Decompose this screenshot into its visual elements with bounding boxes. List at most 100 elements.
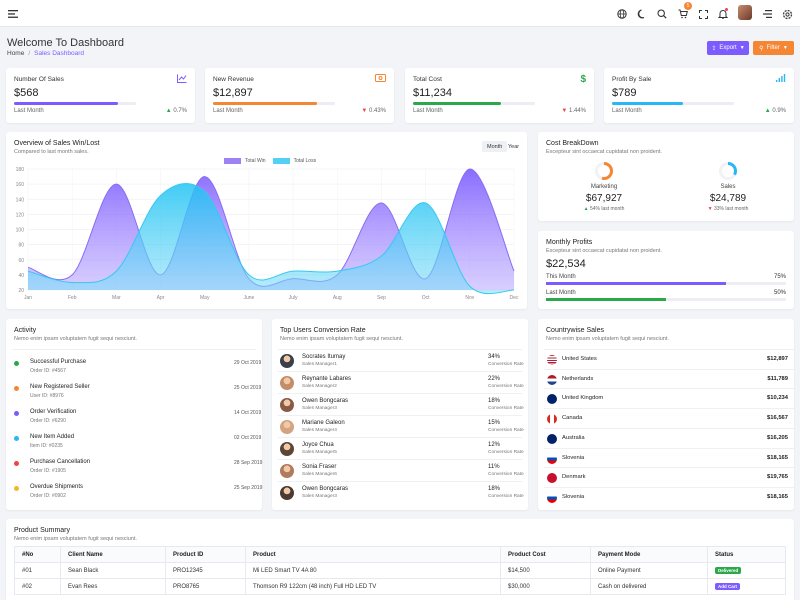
top-bar: 5 — [0, 0, 800, 27]
filter-button[interactable]: ⚲ Filter ▼ — [753, 41, 794, 55]
col-cost: Product Cost — [500, 546, 591, 563]
activity-card: Activity Nemo enim ipsam voluptatem fugi… — [6, 319, 262, 510]
globe-icon[interactable] — [615, 7, 629, 21]
user-name: Mariane Galeon — [302, 420, 345, 426]
cost-value: $24,789 — [709, 193, 747, 204]
stat-sub: Last Month — [213, 108, 243, 114]
col-pid: Product ID — [165, 546, 246, 563]
list-item[interactable]: New Item Added Item ID: #0235 02 Oct 2019 — [14, 434, 261, 452]
list-item[interactable]: Denmark $19,765 — [544, 467, 794, 487]
moon-icon[interactable] — [635, 7, 649, 21]
country-name: Australia — [562, 434, 585, 441]
legend-swatch-loss — [272, 158, 290, 164]
stat-progress — [612, 102, 734, 105]
monthly-subtitle: Excepteur sint occaecat cupidatat non pr… — [546, 248, 662, 254]
menu-icon[interactable] — [6, 7, 20, 21]
stat-card-revenue: New Revenue $12,897 Last Month ▼ 0.43% — [205, 68, 394, 123]
cell-client: Sean Black — [60, 562, 166, 579]
activity-title: Successful Purchase — [30, 359, 87, 365]
dollar-icon: $ — [580, 74, 586, 85]
list-item[interactable]: Netherlands $11,789 — [544, 368, 794, 389]
caret-down-icon: ▼ — [782, 45, 788, 51]
activity-date: 28 Sep 2019 — [234, 460, 263, 466]
list-item[interactable]: Canada $16,567 — [544, 408, 794, 428]
list-item[interactable]: Successful Purchase Order ID: #4567 29 Oct… — [14, 359, 261, 377]
ca-flag — [547, 414, 557, 425]
status-badge[interactable]: Delivered — [715, 567, 742, 574]
cell-status: Add Cart — [707, 578, 786, 595]
table-row[interactable]: Owen Bongcaras Sales Manager3 18% Conversio… — [278, 481, 524, 503]
user-role: Sales Manager2 — [302, 384, 337, 389]
fullscreen-icon[interactable] — [696, 7, 710, 21]
table-row[interactable]: Mariane Galeon Sales Manager4 15% Conversio… — [278, 415, 524, 437]
list-item[interactable]: United Kingdom $10,234 — [544, 388, 794, 408]
cost-label: Marketing — [590, 184, 618, 190]
y-tick-label: 140 — [16, 197, 25, 203]
table-row[interactable]: Socrates Itumay Sales Manager1 34% Conversi… — [278, 349, 524, 371]
cart-icon[interactable]: 5 — [676, 2, 692, 21]
list-item[interactable]: Australia $16,205 — [544, 427, 794, 448]
avatar[interactable] — [738, 5, 752, 20]
table-row[interactable]: Reynante Labares Sales Manager2 22% Convers… — [278, 371, 524, 393]
x-tick-label: Aug — [333, 295, 342, 301]
toggle-year[interactable]: Year — [508, 143, 520, 150]
countries-subtitle: Nemo enim ipsam voluptatem fugit sequi n… — [546, 336, 669, 342]
menu-right-icon[interactable] — [760, 7, 774, 21]
user-pct-label: Conversion Rate — [488, 494, 524, 499]
users-title: Top Users Conversion Rate — [280, 327, 366, 334]
list-item[interactable]: Purchase Cancellation Order ID: #1905 28 S… — [14, 459, 262, 477]
list-item[interactable]: Slovenia $18,165 — [544, 447, 794, 468]
country-name: Denmark — [562, 474, 586, 481]
list-item[interactable]: Overdue Shipments Order ID: #0902 25 Sep 2… — [14, 484, 262, 502]
country-name: Slovenia — [562, 493, 585, 500]
monthly-title: Monthly Profits — [546, 239, 593, 246]
users-subtitle: Nemo enim ipsam voluptatem fugit sequi n… — [280, 336, 403, 342]
status-dot — [14, 411, 19, 416]
status-badge[interactable]: Add Cart — [715, 583, 740, 590]
list-item[interactable]: United States $12,897 — [544, 349, 794, 369]
table-row[interactable]: Owen Bongcaras Sales Manager3 18% Conversio… — [278, 393, 524, 415]
stat-label: Number Of Sales — [14, 76, 64, 83]
stat-progress-fill — [413, 102, 501, 105]
user-name: Reynante Labares — [302, 376, 352, 382]
table-row[interactable]: Sonia Fraser Sales Manager6 11% Conversion … — [278, 459, 524, 481]
monthly-fill — [546, 298, 666, 301]
series-line-loss — [27, 183, 515, 295]
breadcrumb-home[interactable]: Home — [7, 50, 25, 57]
stat-card-cost: Total Cost $11,234 $ Last Month ▼ 1.44% — [405, 68, 594, 123]
gear-icon[interactable] — [780, 7, 794, 21]
x-tick-label: June — [243, 295, 254, 301]
export-button[interactable]: ⇪ Export ▼ — [707, 41, 749, 55]
table-header-row: #No Client Name Product ID Product Produ… — [14, 546, 786, 563]
toggle-month[interactable]: Month — [482, 141, 508, 152]
table-row[interactable]: #02 Evan Rees PRO8765 Thomson R9 122cm (48 … — [14, 578, 786, 595]
nl-flag — [547, 374, 557, 385]
table-row[interactable]: #01 Sean Black PRO12345 Mi LED Smart TV 4A … — [14, 562, 786, 579]
user-pct-label: Conversion Rate — [488, 362, 524, 367]
bell-icon[interactable] — [716, 7, 730, 21]
user-role: Sales Manager3 — [302, 494, 337, 499]
country-name: Canada — [562, 415, 583, 422]
y-tick-label: 60 — [18, 258, 24, 264]
product-table: #No Client Name Product ID Product Produ… — [14, 546, 786, 595]
cost-label: Sales — [720, 184, 736, 190]
search-icon[interactable] — [655, 7, 669, 21]
table-row[interactable]: Joyce Chua Sales Manager5 12% Conversion Ra… — [278, 437, 524, 459]
list-item[interactable]: New Registered Seller User ID: #8976 25 Oc… — [14, 384, 261, 402]
uk-flag — [547, 394, 557, 405]
users-card: Top Users Conversion Rate Nemo enim ipsa… — [272, 319, 528, 510]
user-name: Socrates Itumay — [302, 354, 346, 360]
cell-status: Delivered — [707, 562, 786, 579]
stat-progress-fill — [14, 102, 118, 105]
breadcrumb: Home / Sales Dashboard — [7, 50, 84, 57]
activity-title: Overdue Shipments — [30, 484, 84, 490]
list-item[interactable]: Slovenia $18,165 — [544, 486, 794, 507]
monthly-row-pct: 50% — [773, 290, 786, 296]
country-value: $16,205 — [767, 434, 788, 441]
activity-title: New Item Added — [30, 434, 75, 440]
list-item[interactable]: Order Verification Order ID: #6290 14 Oct … — [14, 409, 261, 427]
avatar — [280, 376, 294, 390]
user-pct-label: Conversion Rate — [488, 406, 524, 411]
trend-down-icon: ▼ — [561, 108, 568, 114]
x-tick-label: July — [289, 295, 298, 301]
